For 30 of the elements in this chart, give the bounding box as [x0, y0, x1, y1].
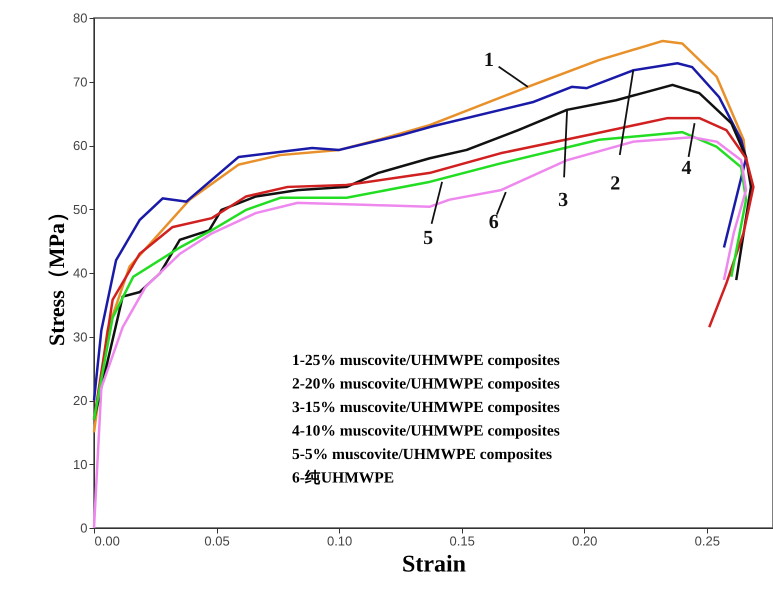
y-tick-label: 20 — [73, 393, 88, 408]
x-tick-label: 0.15 — [450, 534, 475, 548]
annotation: 3 — [558, 188, 568, 211]
y-tick-label: 50 — [73, 202, 88, 217]
y-axis-title: Stress（MPa） — [44, 200, 70, 346]
annotation: 5-5% muscovite/UHMWPE composites — [292, 446, 552, 463]
y-tick-label: 60 — [73, 138, 88, 153]
x-tick-label: 0.20 — [572, 534, 598, 548]
annotation: 6 — [488, 211, 499, 234]
annotation: 4-10% muscovite/UHMWPE composites — [292, 422, 560, 440]
annotation: 6-纯UHMWPE — [292, 468, 394, 486]
x-axis-title: Strain — [402, 552, 466, 578]
x-tick-label: 0.00 — [94, 534, 120, 548]
annotation: 1 — [484, 48, 494, 71]
y-tick-label: 70 — [73, 74, 88, 90]
y-tick-label: 40 — [73, 266, 88, 280]
annotation: 2 — [610, 172, 620, 194]
annotation: 1-25% muscovite/UHMWPE composites — [292, 352, 560, 369]
y-tick-label: 10 — [73, 456, 88, 472]
y-tick-label: 30 — [73, 329, 88, 344]
annotation: 5 — [423, 226, 434, 249]
annotation: 2-20% muscovite/UHMWPE composites — [292, 376, 560, 392]
annotation: 4 — [682, 157, 692, 180]
x-tick-label: 0.25 — [694, 534, 720, 548]
x-tick-label: 0.05 — [204, 534, 230, 548]
line-series — [92, 136, 748, 530]
y-tick-label: 0 — [80, 520, 88, 536]
y-tick-label: 80 — [73, 10, 88, 26]
x-tick-label: 0.10 — [326, 534, 352, 548]
annotation: 3-15% muscovite/UHMWPE composites — [292, 399, 560, 416]
